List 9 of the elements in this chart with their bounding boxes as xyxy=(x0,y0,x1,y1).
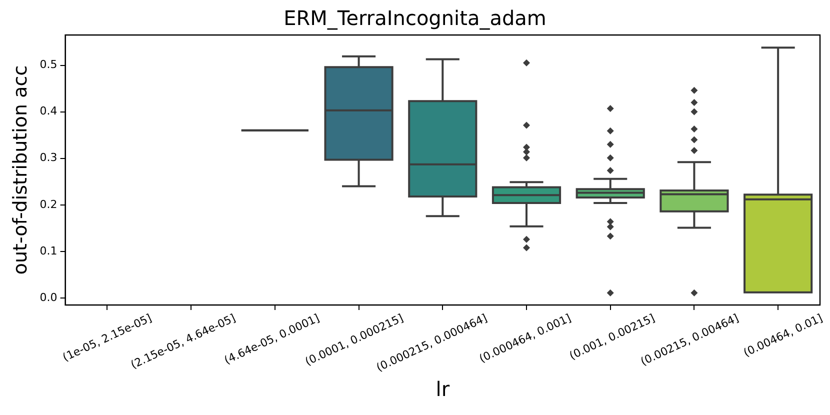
y-tick-label: 0.5 xyxy=(40,58,58,72)
y-tick-label: 0.1 xyxy=(40,244,58,258)
x-axis-title: lr xyxy=(436,377,450,402)
y-tick-label: 0.0 xyxy=(40,290,58,304)
y-axis-title: out-of-distribution acc xyxy=(9,65,32,275)
y-tick-label: 0.4 xyxy=(40,104,58,118)
y-tick-label: 0.3 xyxy=(40,151,58,164)
chart-title: ERM_TerraIncognita_adam xyxy=(284,6,546,30)
y-tick-label: 0.2 xyxy=(40,198,58,211)
